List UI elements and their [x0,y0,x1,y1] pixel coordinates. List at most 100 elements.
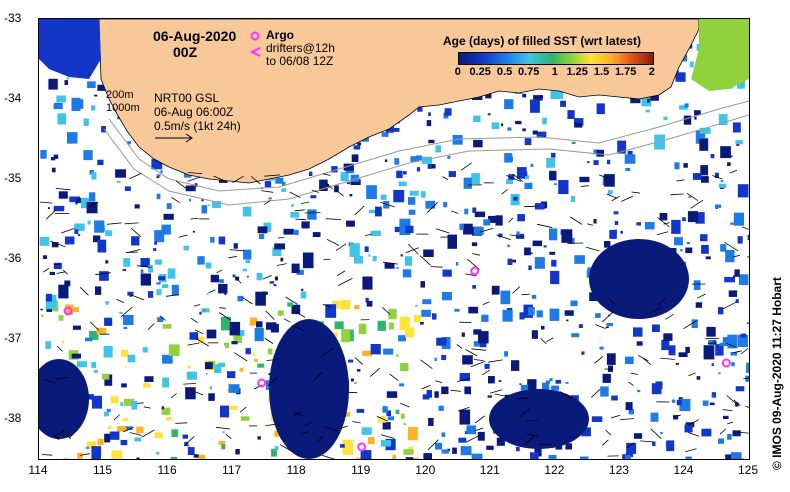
sst-patch [95,286,102,295]
lat-tick-label: -35 [4,171,22,185]
current-vector [747,256,749,258]
sst-patch [624,356,634,364]
argo-float-marker[interactable] [63,306,73,316]
sst-patch [705,256,711,260]
sst-patch [187,343,190,347]
sst-patch [280,257,284,262]
sst-patch [218,283,228,294]
current-vector [648,306,661,315]
sst-patch [283,228,294,235]
sst-patch [600,386,609,397]
sst-patch [732,430,741,437]
sst-patch [459,409,471,425]
sst-patch [87,220,91,225]
sst-patch [201,308,210,313]
sst-patch [534,257,545,269]
current-vector [232,175,244,184]
land-patch-west [39,19,101,79]
sst-patch [161,284,169,289]
current-vector [742,226,749,230]
map-date: 06-Aug-2020 [153,28,237,44]
sst-patch [542,117,547,125]
sst-patch [45,293,52,302]
sst-patch [162,354,173,364]
sst-patch [264,181,272,188]
current-vector [724,241,739,252]
sst-patch [45,295,57,310]
sst-patch [377,320,386,331]
argo-float-marker[interactable] [721,358,731,368]
sst-patch [354,305,360,310]
sst-patch [466,425,476,435]
sst-patch [405,457,414,459]
sst-patch [227,339,230,341]
sst-patch [94,94,98,97]
sst-patch [186,371,197,380]
sst-patch [366,185,377,200]
sst-patch [396,354,399,357]
sst-patch [574,118,584,126]
sst-patch [652,441,656,446]
sst-patch [746,322,749,324]
sst-patch [718,114,728,125]
sst-patch [354,255,363,264]
sst-patch [730,452,742,459]
sst-patch [541,325,545,330]
sst-patch [464,431,468,435]
contour-1000m [103,114,749,206]
sst-patch [695,130,706,144]
sst-patch [413,314,421,323]
sst-patch [727,162,731,166]
argo-float-marker[interactable] [470,266,480,276]
current-vector [113,414,120,421]
sst-patch [581,351,585,355]
sst-patch [253,352,256,357]
sst-patch [452,447,457,454]
sst-patch [126,426,133,431]
contour-1000m-label: 1000m [106,102,140,114]
sst-patch [524,247,531,256]
sst-patch [407,446,413,451]
sst-patch [529,252,533,255]
argo-float-marker[interactable] [257,378,267,388]
argo-floats[interactable] [63,266,731,452]
current-vector [508,217,514,223]
colorbar [458,52,654,65]
sst-patch [674,162,680,170]
argo-float-marker[interactable] [357,442,367,452]
sst-patch [502,309,513,322]
sst-patch [515,446,520,452]
sst-map[interactable] [39,19,749,459]
current-vector [325,182,333,190]
sst-patch [420,281,425,288]
sst-patch [675,363,679,365]
map-frame[interactable] [38,18,750,460]
current-vector [494,393,508,397]
sst-patch [666,440,675,452]
current-vector [129,432,142,436]
vector-scale-label: 0.5m/s (1kt 24h) [154,119,241,133]
sst-patch [206,329,217,339]
sst-patch [228,384,240,393]
sst-patch [64,236,75,245]
current-vector [688,432,700,437]
sst-patch [408,197,416,205]
sst-patch [710,340,717,345]
sst-patch [663,333,673,341]
sst-patch [87,81,96,89]
sst-patch [66,77,69,80]
sst-patch [434,357,437,361]
current-vector [489,389,503,394]
sst-patch [255,291,266,306]
sst-patch [91,105,96,111]
sst-patch [242,268,248,272]
sst-patch [105,260,109,264]
current-vector [55,188,71,191]
sst-patch [722,337,731,346]
current-vector [685,448,697,453]
sst-patch [652,324,660,332]
sst-patch [93,235,101,243]
sst-patch [405,256,412,266]
sst-patch [659,213,668,221]
sst-patch [161,407,171,415]
